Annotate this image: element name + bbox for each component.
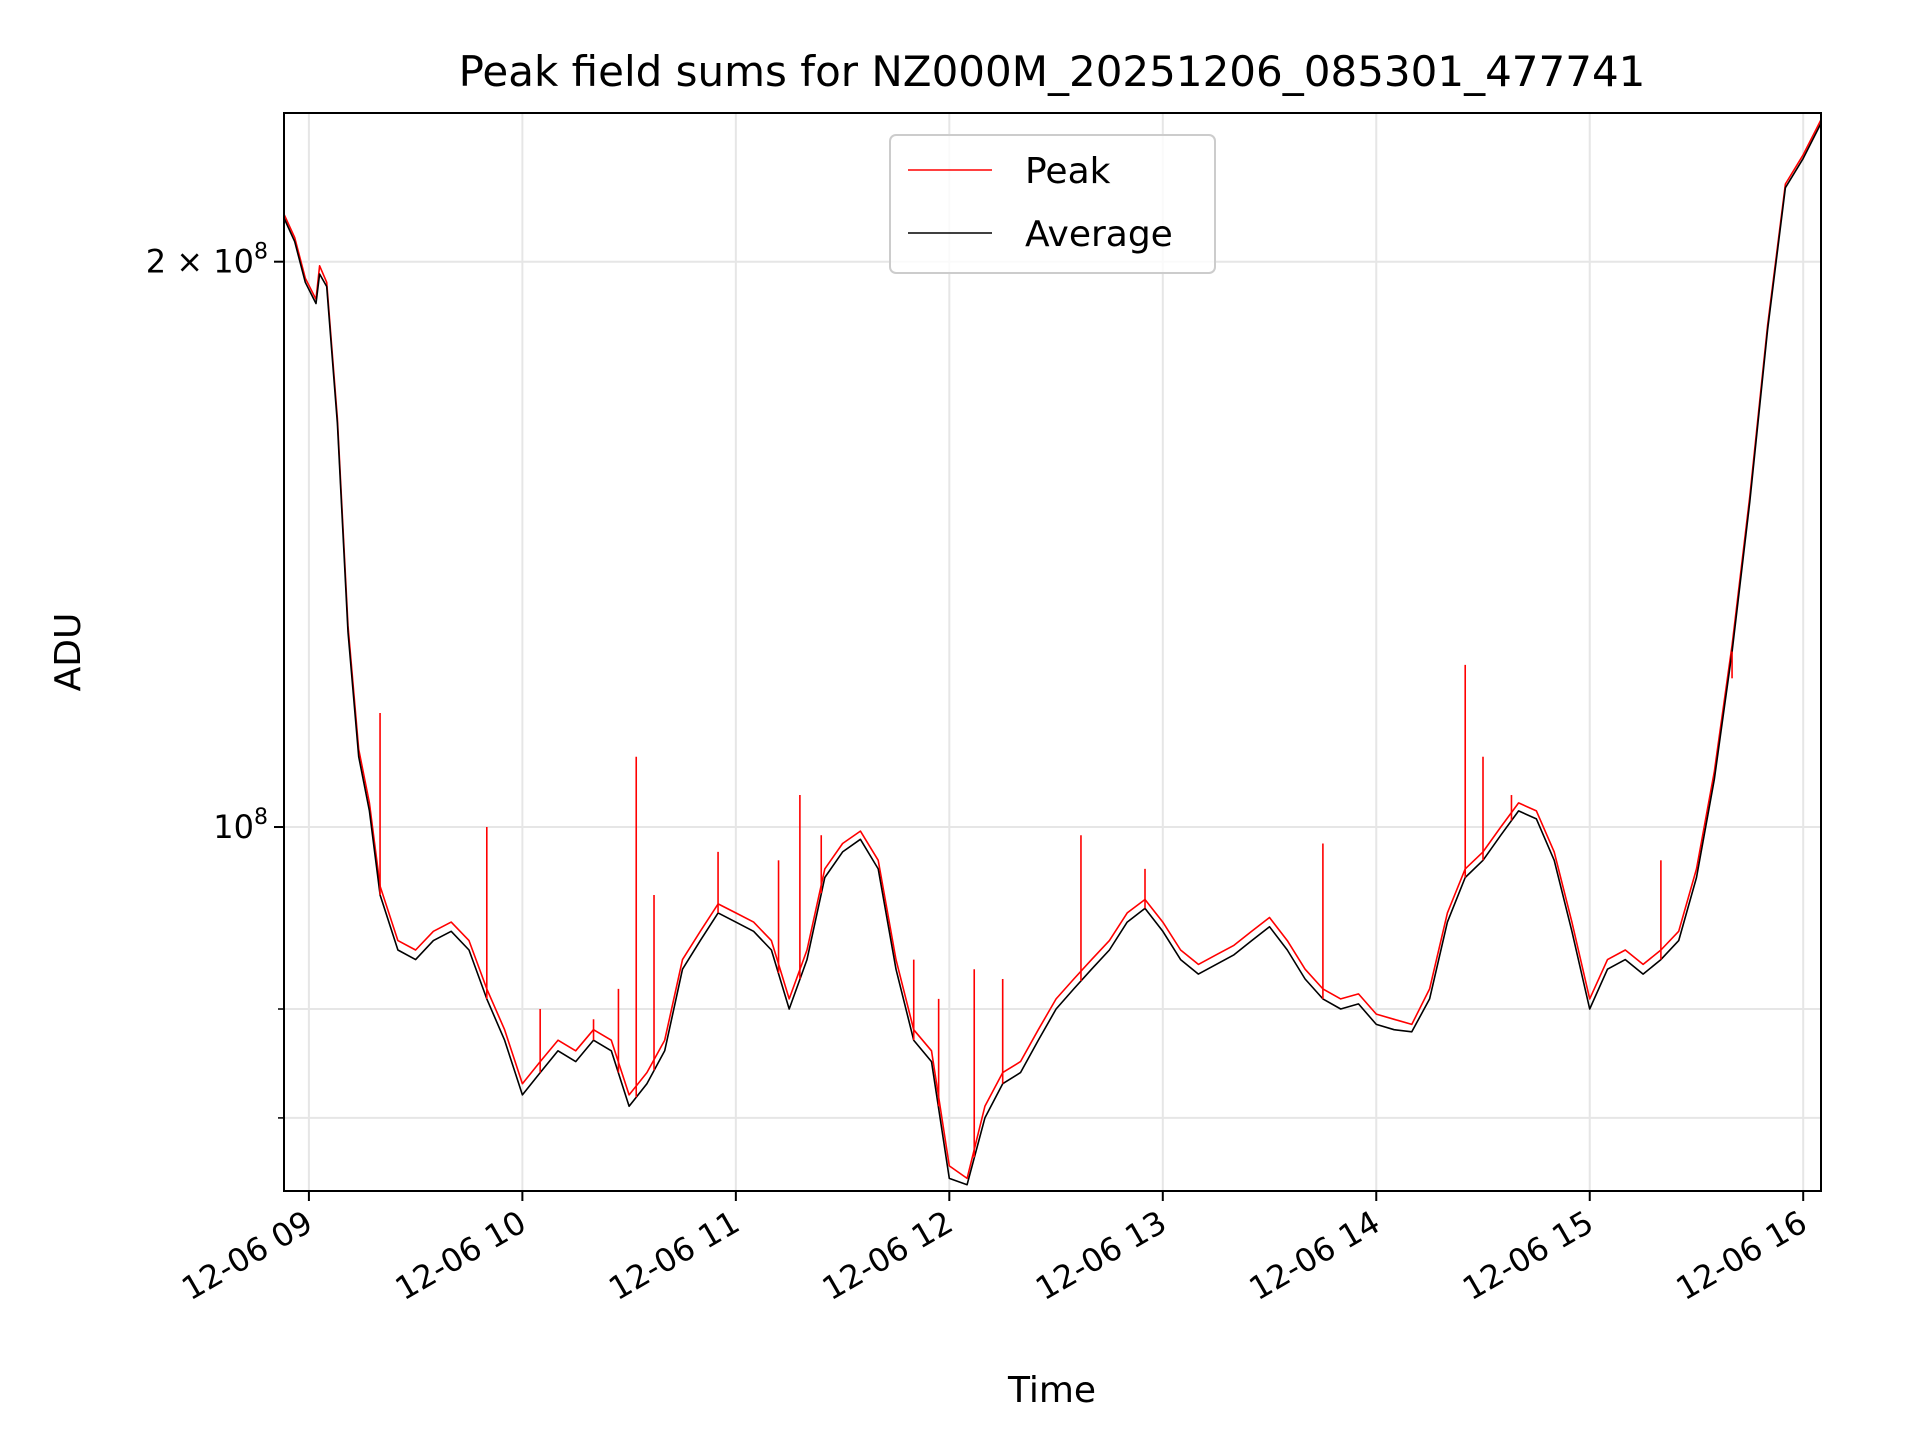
y-tick-label: 2 × 108 (146, 240, 268, 281)
chart-title: Peak field sums for NZ000M_20251206_0853… (459, 47, 1646, 96)
legend-average-label: Average (1025, 214, 1173, 255)
plot-frame (283, 112, 1822, 1192)
y-tick-label: 108 (213, 805, 268, 846)
series-line-peak (283, 119, 1822, 1180)
x-axis-label: Time (1007, 1370, 1096, 1411)
y-axis-label: ADU (48, 613, 89, 692)
legend: Peak Average (889, 134, 1216, 274)
y-axis: 108 2 × 108 (146, 240, 284, 1119)
series-layer (283, 119, 1822, 1186)
legend-peak-label: Peak (1025, 151, 1111, 192)
series-line-average (283, 122, 1822, 1186)
